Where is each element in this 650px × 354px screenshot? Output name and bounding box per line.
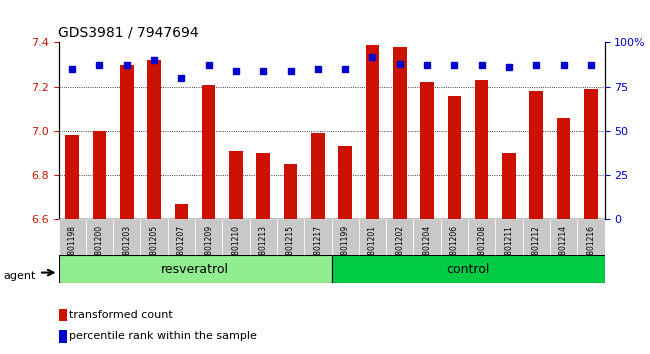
- Bar: [393, 47, 407, 219]
- Text: transformed count: transformed count: [70, 310, 173, 320]
- Bar: [65, 135, 79, 219]
- Text: GSM801209: GSM801209: [204, 225, 213, 271]
- Bar: [229, 151, 243, 219]
- Bar: [474, 80, 489, 219]
- FancyBboxPatch shape: [577, 219, 605, 255]
- FancyBboxPatch shape: [250, 219, 277, 255]
- FancyBboxPatch shape: [222, 219, 250, 255]
- Text: GSM801211: GSM801211: [504, 225, 514, 271]
- FancyBboxPatch shape: [304, 219, 332, 255]
- Bar: [120, 65, 134, 219]
- Bar: [584, 89, 598, 219]
- Text: GSM801214: GSM801214: [559, 225, 568, 271]
- Bar: [202, 85, 216, 219]
- Text: GSM801215: GSM801215: [286, 225, 295, 271]
- Text: GSM801208: GSM801208: [477, 225, 486, 271]
- FancyBboxPatch shape: [332, 219, 359, 255]
- FancyBboxPatch shape: [468, 219, 495, 255]
- Bar: [421, 82, 434, 219]
- Text: GSM801199: GSM801199: [341, 225, 350, 271]
- FancyBboxPatch shape: [113, 219, 140, 255]
- FancyBboxPatch shape: [495, 219, 523, 255]
- Bar: [502, 153, 516, 219]
- Bar: [311, 133, 324, 219]
- FancyBboxPatch shape: [413, 219, 441, 255]
- Bar: [556, 118, 571, 219]
- FancyBboxPatch shape: [58, 219, 86, 255]
- Text: GSM801203: GSM801203: [122, 225, 131, 271]
- FancyBboxPatch shape: [441, 219, 468, 255]
- Bar: [284, 164, 298, 219]
- Text: GSM801204: GSM801204: [422, 225, 432, 271]
- FancyBboxPatch shape: [58, 255, 332, 283]
- Bar: [530, 91, 543, 219]
- FancyBboxPatch shape: [277, 219, 304, 255]
- FancyBboxPatch shape: [386, 219, 413, 255]
- FancyBboxPatch shape: [168, 219, 195, 255]
- Text: GSM801200: GSM801200: [95, 225, 104, 271]
- Text: GSM801212: GSM801212: [532, 225, 541, 271]
- Text: GSM801216: GSM801216: [586, 225, 595, 271]
- Text: GSM801213: GSM801213: [259, 225, 268, 271]
- Bar: [256, 153, 270, 219]
- Text: GDS3981 / 7947694: GDS3981 / 7947694: [58, 26, 199, 40]
- FancyBboxPatch shape: [359, 219, 386, 255]
- Text: control: control: [447, 263, 489, 275]
- Text: GSM801217: GSM801217: [313, 225, 322, 271]
- FancyBboxPatch shape: [523, 219, 550, 255]
- Bar: [58, 309, 67, 321]
- Bar: [148, 60, 161, 219]
- Text: agent: agent: [3, 271, 36, 281]
- Bar: [365, 45, 380, 219]
- Text: GSM801205: GSM801205: [150, 225, 159, 271]
- FancyBboxPatch shape: [195, 219, 222, 255]
- Text: GSM801210: GSM801210: [231, 225, 240, 271]
- FancyBboxPatch shape: [550, 219, 577, 255]
- FancyBboxPatch shape: [140, 219, 168, 255]
- Text: GSM801207: GSM801207: [177, 225, 186, 271]
- Text: GSM801202: GSM801202: [395, 225, 404, 271]
- Bar: [447, 96, 461, 219]
- FancyBboxPatch shape: [86, 219, 113, 255]
- Text: percentile rank within the sample: percentile rank within the sample: [70, 331, 257, 341]
- Bar: [92, 131, 107, 219]
- Text: GSM801198: GSM801198: [68, 225, 77, 271]
- Bar: [58, 330, 67, 343]
- Text: GSM801201: GSM801201: [368, 225, 377, 271]
- FancyBboxPatch shape: [332, 255, 604, 283]
- Text: GSM801206: GSM801206: [450, 225, 459, 271]
- Bar: [339, 147, 352, 219]
- Text: resveratrol: resveratrol: [161, 263, 229, 275]
- Bar: [174, 204, 188, 219]
